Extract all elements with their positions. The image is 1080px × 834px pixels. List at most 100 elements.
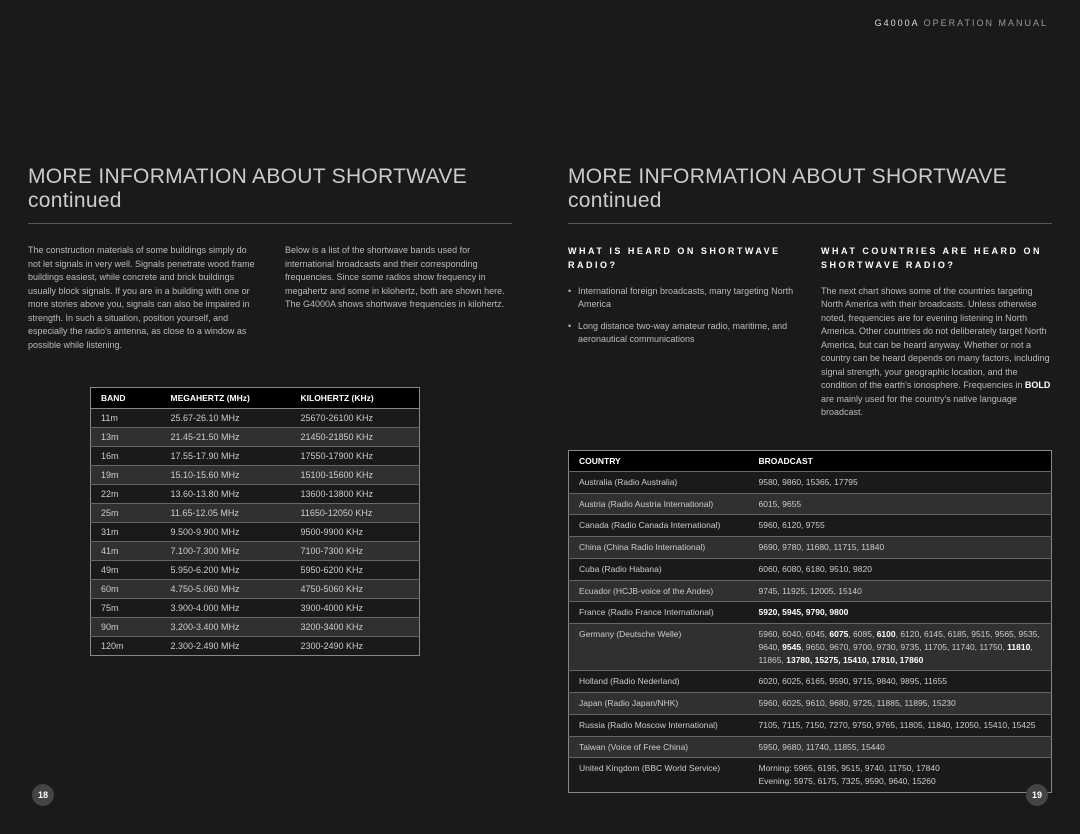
table-cell: 5950-6200 KHz <box>291 561 420 580</box>
manual-title: OPERATION MANUAL <box>924 18 1048 28</box>
table-row: Russia (Radio Moscow International)7105,… <box>569 714 1052 736</box>
table-row: United Kingdom (BBC World Service)Mornin… <box>569 758 1052 793</box>
table-cell: 21450-21850 KHz <box>291 428 420 447</box>
table-row: 90m3.200-3.400 MHz3200-3400 KHz <box>91 618 420 637</box>
broadcast-cell: 9745, 11925, 12005, 15140 <box>749 580 1052 602</box>
table-row: Cuba (Radio Habana)6060, 6080, 6180, 951… <box>569 558 1052 580</box>
table-row: 75m3.900-4.000 MHz3900-4000 KHz <box>91 599 420 618</box>
country-cell: France (Radio France International) <box>569 602 749 624</box>
table-cell: 13600-13800 KHz <box>291 485 420 504</box>
body-paragraph-2: Below is a list of the shortwave bands u… <box>285 244 512 352</box>
broadcast-cell: 6015, 9655 <box>749 493 1052 515</box>
country-cell: China (China Radio International) <box>569 537 749 559</box>
broadcast-cell: 6020, 6025, 6165, 9590, 9715, 9840, 9895… <box>749 671 1052 693</box>
table-row: 19m15.10-15.60 MHz15100-15600 KHz <box>91 466 420 485</box>
country-cell: Germany (Deutsche Welle) <box>569 624 749 671</box>
table-row: 11m25.67-26.10 MHz25670-26100 KHz <box>91 409 420 428</box>
broadcast-cell: 5960, 6120, 9755 <box>749 515 1052 537</box>
table-row: China (China Radio International)9690, 9… <box>569 537 1052 559</box>
table-cell: 9500-9900 KHz <box>291 523 420 542</box>
table-row: 120m2.300-2.490 MHz2300-2490 KHz <box>91 637 420 656</box>
table-row: 31m9.500-9.900 MHz9500-9900 KHz <box>91 523 420 542</box>
table-row: Austria (Radio Austria International)601… <box>569 493 1052 515</box>
table-cell: 11650-12050 KHz <box>291 504 420 523</box>
table-cell: 9.500-9.900 MHz <box>161 523 291 542</box>
countries-paragraph: The next chart shows some of the countri… <box>821 285 1052 420</box>
table-row: France (Radio France International)5920,… <box>569 602 1052 624</box>
broadcast-cell: 7105, 7115, 7150, 7270, 9750, 9765, 1180… <box>749 714 1052 736</box>
table-cell: 16m <box>91 447 161 466</box>
table-cell: 49m <box>91 561 161 580</box>
table-row: Holland (Radio Nederland)6020, 6025, 616… <box>569 671 1052 693</box>
table-cell: 75m <box>91 599 161 618</box>
country-cell: Holland (Radio Nederland) <box>569 671 749 693</box>
broadcast-cell: 5920, 5945, 9790, 9800 <box>749 602 1052 624</box>
country-cell: Cuba (Radio Habana) <box>569 558 749 580</box>
table-cell: 25m <box>91 504 161 523</box>
table-cell: 13.60-13.80 MHz <box>161 485 291 504</box>
countries-heading: WHAT COUNTRIES ARE HEARD ON SHORTWAVE RA… <box>821 244 1052 273</box>
whats-heard-heading: WHAT IS HEARD ON SHORTWAVE RADIO? <box>568 244 799 273</box>
broadcast-cell: 5960, 6025, 9610, 9680, 9725, 11885, 118… <box>749 693 1052 715</box>
broadcast-cell: 5960, 6040, 6045, 6075, 6085, 6100, 6120… <box>749 624 1052 671</box>
column-header: BROADCAST <box>749 450 1052 471</box>
table-row: 41m7.100-7.300 MHz7100-7300 KHz <box>91 542 420 561</box>
table-row: 49m5.950-6.200 MHz5950-6200 KHz <box>91 561 420 580</box>
table-cell: 25670-26100 KHz <box>291 409 420 428</box>
country-cell: Taiwan (Voice of Free China) <box>569 736 749 758</box>
table-row: 22m13.60-13.80 MHz13600-13800 KHz <box>91 485 420 504</box>
column-header: BAND <box>91 388 161 409</box>
table-cell: 4.750-5.060 MHz <box>161 580 291 599</box>
broadcast-cell: 9580, 9860, 15365, 17795 <box>749 471 1052 493</box>
country-cell: Australia (Radio Australia) <box>569 471 749 493</box>
table-cell: 3900-4000 KHz <box>291 599 420 618</box>
broadcast-cell: 9690, 9780, 11680, 11715, 11840 <box>749 537 1052 559</box>
table-row: 25m11.65-12.05 MHz11650-12050 KHz <box>91 504 420 523</box>
table-cell: 3200-3400 KHz <box>291 618 420 637</box>
table-cell: 17.55-17.90 MHz <box>161 447 291 466</box>
page-19: MORE INFORMATION ABOUT SHORTWAVE continu… <box>540 165 1080 834</box>
page-heading: MORE INFORMATION ABOUT SHORTWAVE continu… <box>28 165 512 213</box>
table-cell: 15.10-15.60 MHz <box>161 466 291 485</box>
table-row: 13m21.45-21.50 MHz21450-21850 KHz <box>91 428 420 447</box>
page-number: 19 <box>1026 784 1048 806</box>
table-cell: 11.65-12.05 MHz <box>161 504 291 523</box>
table-row: 60m4.750-5.060 MHz4750-5060 KHz <box>91 580 420 599</box>
shortwave-band-table: BANDMEGAHERTZ (MHz)KILOHERTZ (KHz) 11m25… <box>90 387 420 656</box>
table-cell: 4750-5060 KHz <box>291 580 420 599</box>
table-row: 16m17.55-17.90 MHz17550-17900 KHz <box>91 447 420 466</box>
table-cell: 41m <box>91 542 161 561</box>
table-row: Australia (Radio Australia)9580, 9860, 1… <box>569 471 1052 493</box>
table-cell: 3.200-3.400 MHz <box>161 618 291 637</box>
table-cell: 17550-17900 KHz <box>291 447 420 466</box>
table-row: Germany (Deutsche Welle)5960, 6040, 6045… <box>569 624 1052 671</box>
table-row: Taiwan (Voice of Free China)5950, 9680, … <box>569 736 1052 758</box>
table-cell: 90m <box>91 618 161 637</box>
table-cell: 2300-2490 KHz <box>291 637 420 656</box>
table-cell: 120m <box>91 637 161 656</box>
column-header: KILOHERTZ (KHz) <box>291 388 420 409</box>
table-row: Ecuador (HCJB-voice of the Andes)9745, 1… <box>569 580 1052 602</box>
page-number: 18 <box>32 784 54 806</box>
table-cell: 7100-7300 KHz <box>291 542 420 561</box>
page-heading: MORE INFORMATION ABOUT SHORTWAVE continu… <box>568 165 1052 213</box>
table-cell: 2.300-2.490 MHz <box>161 637 291 656</box>
table-cell: 15100-15600 KHz <box>291 466 420 485</box>
broadcast-cell: 5950, 9680, 11740, 11855, 15440 <box>749 736 1052 758</box>
table-cell: 11m <box>91 409 161 428</box>
page-18: MORE INFORMATION ABOUT SHORTWAVE continu… <box>0 165 540 834</box>
body-paragraph-1: The construction materials of some build… <box>28 244 255 352</box>
table-cell: 13m <box>91 428 161 447</box>
table-cell: 21.45-21.50 MHz <box>161 428 291 447</box>
heading-rule <box>28 223 512 224</box>
list-item: International foreign broadcasts, many t… <box>568 285 799 312</box>
table-cell: 5.950-6.200 MHz <box>161 561 291 580</box>
table-row: Canada (Radio Canada International)5960,… <box>569 515 1052 537</box>
table-cell: 31m <box>91 523 161 542</box>
broadcast-cell: Morning: 5965, 6195, 9515, 9740, 11750, … <box>749 758 1052 793</box>
table-cell: 25.67-26.10 MHz <box>161 409 291 428</box>
table-cell: 60m <box>91 580 161 599</box>
country-broadcast-table: COUNTRYBROADCAST Australia (Radio Austra… <box>568 450 1052 793</box>
table-cell: 22m <box>91 485 161 504</box>
heading-rule <box>568 223 1052 224</box>
